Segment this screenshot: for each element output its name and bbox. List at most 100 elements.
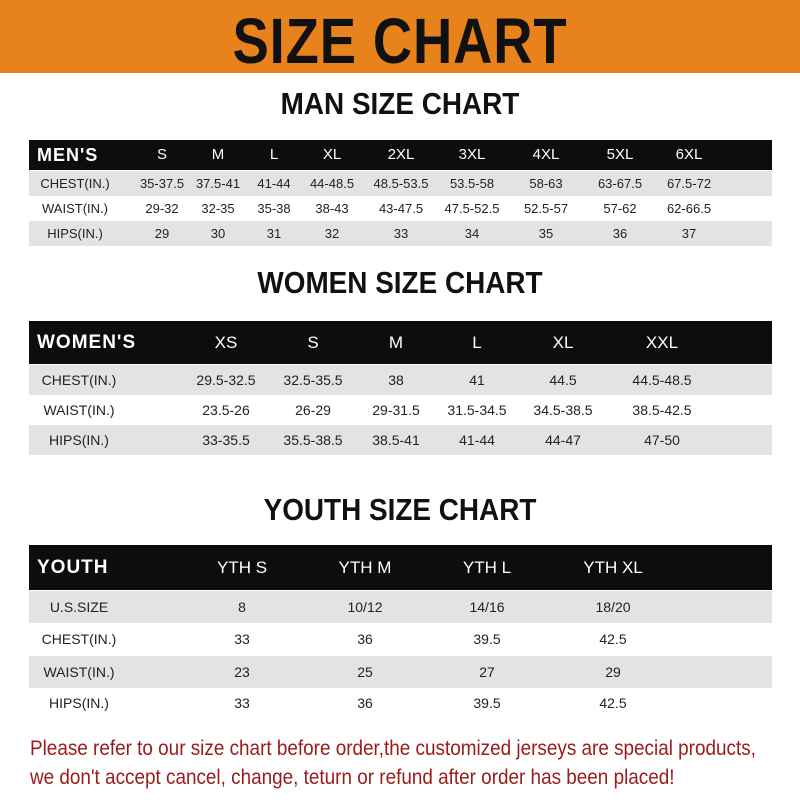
size-header-xs: XS xyxy=(214,333,238,352)
table-cell: 29-32 xyxy=(145,201,179,216)
table-cell: 44-47 xyxy=(545,432,581,448)
size-header-yth-xl: YTH XL xyxy=(583,558,643,577)
size-header-yth-m: YTH M xyxy=(338,558,392,577)
table-cell: 44-48.5 xyxy=(309,176,355,191)
table-cell: 18/20 xyxy=(595,599,631,615)
table-cell: 35-38 xyxy=(257,201,291,216)
table-cell: 41-44 xyxy=(257,176,291,191)
table-cell: 38.5-41 xyxy=(372,432,420,448)
size-header-2xl: 2XL xyxy=(387,146,415,163)
table-cell: 63-67.5 xyxy=(597,176,643,191)
table-cell: 41-44 xyxy=(459,432,495,448)
return-policy-notice: Please refer to our size chart before or… xyxy=(30,734,756,792)
table-cell: 27 xyxy=(479,664,495,680)
table-cell: 42.5 xyxy=(599,631,627,647)
table-row: WAIST(IN.) 23 25 27 29 xyxy=(29,656,772,688)
table-cell: 35 xyxy=(538,226,554,241)
table-cell: 47.5-52.5 xyxy=(444,201,500,216)
size-header-s: S xyxy=(307,333,319,352)
size-header-m: M xyxy=(211,146,225,163)
table-cell: 25 xyxy=(357,664,373,680)
table-cell: 52.5-57 xyxy=(523,201,569,216)
size-header-xl: XL xyxy=(552,333,574,352)
table-cell: 36 xyxy=(357,695,373,711)
row-label: CHEST(IN.) xyxy=(40,176,110,191)
men-section-title: MAN SIZE CHART xyxy=(280,86,520,121)
size-header-yth-s: YTH S xyxy=(216,558,268,577)
youth-section-title: YOUTH SIZE CHART xyxy=(263,492,537,527)
row-label: U.S.SIZE xyxy=(49,599,109,615)
table-cell: 23 xyxy=(234,664,250,680)
row-label: HIPS(IN.) xyxy=(49,432,109,448)
row-label: HIPS(IN.) xyxy=(47,226,103,241)
table-row: HIPS(IN.) 29 30 31 32 33 34 35 36 37 xyxy=(29,221,772,246)
table-row: WAIST(IN.) 23.5-26 26-29 29-31.5 31.5-34.5 34… xyxy=(29,395,772,425)
row-label: CHEST(IN.) xyxy=(41,372,117,388)
table-cell: 29.5-32.5 xyxy=(196,372,256,388)
size-header-6xl: 6XL xyxy=(675,146,703,163)
row-label: CHEST(IN.) xyxy=(41,631,117,647)
women-header-row: WOMEN'S XS S M L XL XXL xyxy=(29,321,772,364)
row-label: WAIST(IN.) xyxy=(43,402,115,418)
size-header-s: S xyxy=(156,146,168,163)
table-cell: 37 xyxy=(681,226,697,241)
table-cell: 34.5-38.5 xyxy=(533,402,593,418)
table-cell: 62-66.5 xyxy=(666,201,712,216)
table-cell: 23.5-26 xyxy=(202,402,250,418)
table-cell: 44.5 xyxy=(549,372,577,388)
youth-header-row: YOUTH YTH S YTH M YTH L YTH XL xyxy=(29,545,772,590)
table-cell: 53.5-58 xyxy=(449,176,495,191)
notice-line-2: we don't accept cancel, change, teturn o… xyxy=(30,766,675,789)
table-cell: 47-50 xyxy=(644,432,680,448)
row-label: WAIST(IN.) xyxy=(43,664,115,680)
table-cell: 31.5-34.5 xyxy=(447,402,507,418)
table-cell: 29 xyxy=(605,664,621,680)
table-cell: 30 xyxy=(210,226,226,241)
table-cell: 42.5 xyxy=(599,695,627,711)
row-label: WAIST(IN.) xyxy=(42,201,108,216)
table-cell: 48.5-53.5 xyxy=(373,176,429,191)
youth-header-label: YOUTH xyxy=(37,557,109,578)
table-cell: 8 xyxy=(238,599,246,615)
size-header-xl: XL xyxy=(322,146,342,163)
table-cell: 29 xyxy=(154,226,170,241)
table-cell: 39.5 xyxy=(473,631,501,647)
table-row: HIPS(IN.) 33-35.5 35.5-38.5 38.5-41 41-44 44-… xyxy=(29,425,772,455)
table-row: U.S.SIZE 8 10/12 14/16 18/20 xyxy=(29,591,772,623)
table-cell: 41 xyxy=(469,372,485,388)
table-cell: 44.5-48.5 xyxy=(632,372,692,388)
table-cell: 32.5-35.5 xyxy=(283,372,343,388)
table-cell: 67.5-72 xyxy=(666,176,712,191)
table-cell: 32 xyxy=(324,226,340,241)
table-cell: 38.5-42.5 xyxy=(632,402,692,418)
size-header-l: L xyxy=(472,333,482,352)
table-cell: 43-47.5 xyxy=(378,201,424,216)
table-cell: 37.5-41 xyxy=(195,176,241,191)
size-header-xxl: XXL xyxy=(645,333,679,352)
men-header-row: MEN'S S M L XL 2XL 3XL 4XL 5XL 6XL xyxy=(29,140,772,170)
table-cell: 10/12 xyxy=(347,599,383,615)
table-cell: 32-35 xyxy=(201,201,235,216)
size-chart-banner: SIZE CHART xyxy=(0,0,800,77)
women-section-title: WOMEN SIZE CHART xyxy=(257,265,543,300)
size-header-yth-l: YTH L xyxy=(462,558,512,577)
table-cell: 35.5-38.5 xyxy=(283,432,343,448)
size-header-5xl: 5XL xyxy=(606,146,634,163)
table-cell: 58-63 xyxy=(529,176,563,191)
notice-line-1: Please refer to our size chart before or… xyxy=(30,737,756,760)
table-cell: 33-35.5 xyxy=(202,432,250,448)
table-cell: 31 xyxy=(266,226,282,241)
table-row: CHEST(IN.) 33 36 39.5 42.5 xyxy=(29,623,772,656)
table-cell: 33 xyxy=(234,695,250,711)
size-header-l: L xyxy=(269,146,279,163)
table-cell: 35-37.5 xyxy=(139,176,185,191)
table-row: CHEST(IN.) 35-37.5 37.5-41 41-44 44-48.5 48.5… xyxy=(29,171,772,196)
table-cell: 36 xyxy=(612,226,628,241)
row-label: HIPS(IN.) xyxy=(49,695,109,711)
table-cell: 33 xyxy=(234,631,250,647)
men-header-label: MEN'S xyxy=(37,145,99,165)
table-cell: 38 xyxy=(388,372,404,388)
table-cell: 26-29 xyxy=(295,402,331,418)
table-cell: 39.5 xyxy=(473,695,501,711)
banner-title: SIZE CHART xyxy=(232,5,568,77)
